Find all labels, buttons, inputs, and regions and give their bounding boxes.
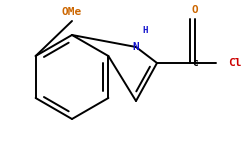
Text: c: c xyxy=(192,58,198,68)
Text: OMe: OMe xyxy=(62,7,82,17)
Text: Cl: Cl xyxy=(228,58,242,68)
Text: O: O xyxy=(192,5,198,15)
Text: N: N xyxy=(133,42,139,52)
Text: H: H xyxy=(142,26,147,35)
